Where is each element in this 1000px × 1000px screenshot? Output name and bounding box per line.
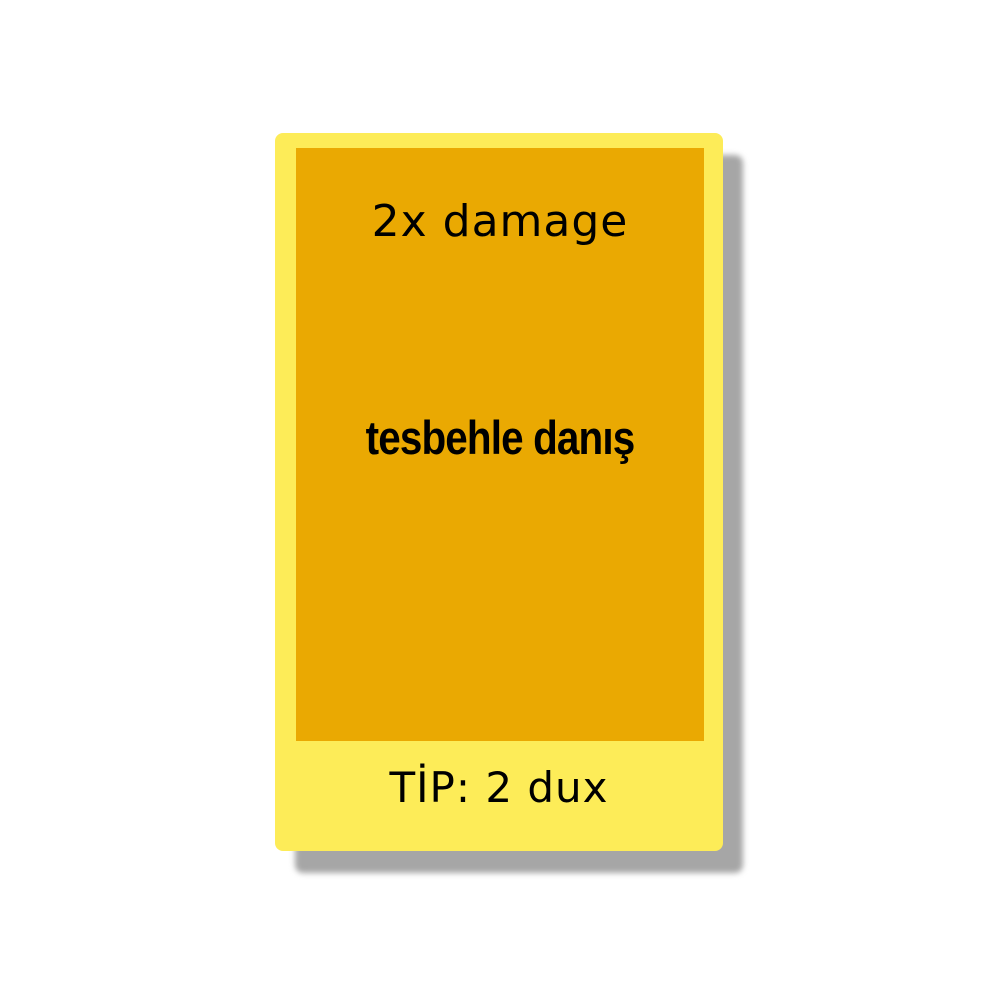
card-name: tesbehle danış <box>365 411 636 464</box>
card-tip-text: TİP: 2 dux <box>389 763 609 812</box>
card[interactable]: 2x damage tesbehle danış TİP: 2 dux <box>275 133 723 851</box>
card-effect-text: 2x damage <box>371 196 629 247</box>
card-face: 2x damage tesbehle danış <box>296 148 704 741</box>
